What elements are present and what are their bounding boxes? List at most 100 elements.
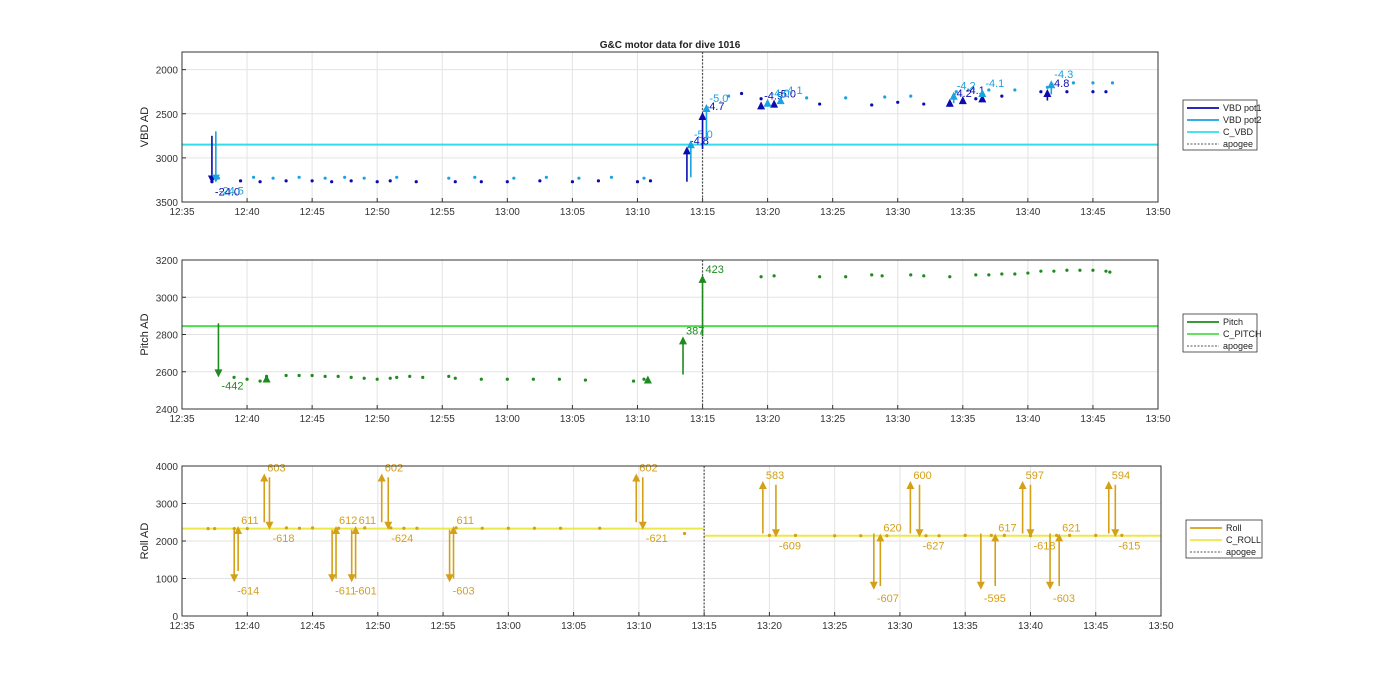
legend-entry: C_VBD (1223, 127, 1254, 137)
move-label: -4.8 (1050, 78, 1069, 90)
legend-entry: VBD pot1 (1223, 103, 1262, 113)
subplot-1: 12:35 12:40 12:45 12:50 12:55 13:00 13:05 13:10… (139, 51, 1262, 218)
data-point (583, 378, 588, 382)
data-point (447, 176, 451, 180)
data-point (1091, 90, 1095, 94)
move-label: 602 (639, 463, 657, 475)
move-label: -609 (779, 540, 801, 552)
y-tick-label: 2600 (156, 368, 179, 379)
data-point (772, 274, 776, 278)
move-label: -4.8 (690, 135, 709, 147)
legend-entry: Pitch (1223, 317, 1243, 327)
legend-entry: apogee (1226, 547, 1256, 557)
move-label: 617 (998, 523, 1016, 535)
data-point (1104, 269, 1108, 273)
move-label: -4.2 (953, 88, 972, 100)
plot-frame (181, 465, 1162, 617)
move-arrow-head (915, 529, 924, 538)
move-label: 621 (1062, 523, 1080, 535)
legend-entry: C_ROLL (1226, 535, 1261, 545)
figure-title: G&C motor data for dive 1016 (600, 40, 741, 51)
move-label: -624 (391, 533, 413, 545)
data-point (870, 273, 874, 277)
data-point (395, 375, 399, 379)
move-arrow-head (686, 140, 695, 149)
data-point (557, 377, 561, 381)
data-point (480, 526, 484, 530)
legend-entry: VBD pot2 (1223, 115, 1262, 125)
move-label: 611 (241, 515, 259, 527)
data-point (896, 100, 900, 104)
subplot-3: 12:35 12:40 12:45 12:50 12:55 13:00 13:05 13:10… (139, 462, 1263, 632)
legend-entry: Roll (1226, 523, 1242, 533)
move-label: 603 (267, 463, 285, 475)
data-point (232, 527, 236, 531)
move-arrow-head (702, 104, 711, 113)
plot-area (182, 52, 1158, 202)
move-arrow-head (978, 94, 987, 103)
move-arrow-head (869, 581, 878, 590)
move-label: -5.0 (709, 93, 728, 105)
x-tick-label: 12:50 (365, 207, 390, 218)
x-tick-label: 13:15 (690, 414, 715, 425)
data-point (336, 374, 340, 379)
x-tick-label: 13:00 (495, 414, 520, 425)
move-label: -24.0 (215, 186, 240, 198)
data-point (558, 526, 563, 530)
move-arrow-head (1026, 529, 1035, 538)
data-point (363, 526, 367, 530)
x-tick-label: 12:35 (169, 414, 194, 425)
move-arrow-head (776, 96, 785, 105)
data-point (1013, 88, 1017, 92)
data-point (544, 175, 548, 179)
x-tick-label: 13:05 (560, 207, 585, 218)
data-point (213, 527, 217, 531)
data-point (453, 376, 457, 380)
data-point (739, 91, 744, 96)
move-arrow-head (643, 375, 652, 384)
data-point (1052, 269, 1056, 273)
y-tick-label: 2800 (156, 331, 179, 342)
move-label: 611 (457, 515, 475, 527)
move-label: -601 (355, 585, 377, 597)
data-point (538, 179, 542, 183)
data-point (473, 175, 477, 179)
move-arrow-head (347, 574, 356, 583)
move-arrow-head (949, 91, 958, 100)
data-point (1068, 533, 1072, 537)
x-tick-label: 12:45 (300, 207, 325, 218)
data-point (388, 376, 392, 380)
move-arrow-head (698, 112, 707, 120)
plot-frame (181, 51, 1159, 203)
data-point (245, 377, 249, 381)
move-arrow-head (265, 521, 274, 530)
data-point (1054, 533, 1059, 537)
x-tick-label: 13:20 (757, 621, 782, 632)
move-label: 620 (883, 523, 901, 535)
move-label: 597 (1026, 470, 1044, 482)
data-point (974, 97, 978, 101)
data-point (631, 379, 636, 383)
data-point (284, 179, 288, 183)
move-label: -4.9 (764, 90, 783, 102)
y-tick-label: 3000 (156, 293, 179, 304)
data-point (323, 374, 327, 379)
move-label: -607 (877, 593, 899, 605)
data-point (1091, 268, 1095, 272)
data-point (648, 179, 653, 183)
move-label: -603 (1053, 593, 1075, 605)
x-tick-label: 13:00 (496, 621, 521, 632)
move-label: -614 (237, 585, 259, 597)
data-point (343, 175, 347, 179)
data-point (596, 179, 601, 183)
data-point (479, 180, 483, 184)
x-tick-label: 13:45 (1083, 621, 1108, 632)
data-point (310, 179, 314, 183)
x-tick-label: 13:20 (755, 207, 780, 218)
x-tick-label: 13:15 (690, 207, 715, 218)
data-point (1071, 81, 1076, 85)
move-arrow-head (906, 481, 915, 489)
data-point (1104, 90, 1108, 94)
move-arrow-head (1111, 529, 1120, 538)
move-label: 612 (339, 515, 357, 527)
